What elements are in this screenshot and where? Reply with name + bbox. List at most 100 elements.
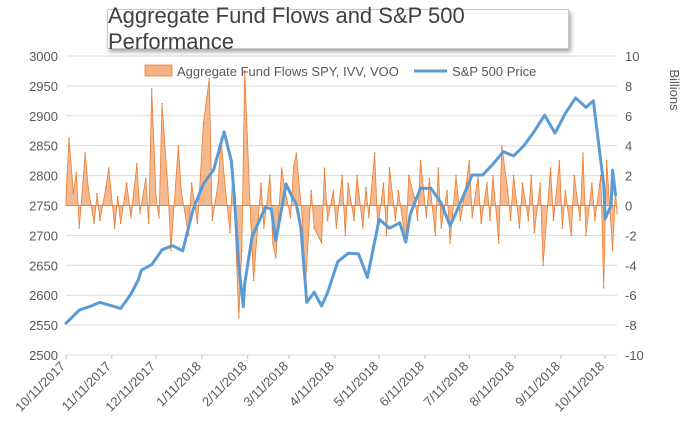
- sp500-point: [409, 213, 412, 216]
- sp500-point: [592, 99, 595, 103]
- sp500-point: [181, 249, 184, 253]
- flow-point: [217, 182, 219, 184]
- sp500-point: [140, 268, 143, 272]
- flow-point: [407, 174, 410, 177]
- flow-point: [527, 219, 530, 222]
- sp500-point: [604, 217, 607, 220]
- y-left-tick-label: 2800: [29, 169, 58, 184]
- flow-point: [512, 174, 515, 177]
- flow-point: [295, 152, 298, 154]
- flow-point: [582, 152, 584, 154]
- flow-point: [425, 216, 428, 219]
- flow-point: [480, 222, 482, 225]
- flow-point: [437, 167, 440, 169]
- sp500-point: [243, 282, 246, 285]
- flow-point: [170, 249, 172, 252]
- sp500-point: [237, 264, 240, 268]
- flow-point: [428, 177, 431, 180]
- flow-point: [341, 174, 344, 177]
- flow-point: [530, 174, 533, 177]
- flow-point: [96, 192, 98, 195]
- y-left-tick-label: 2900: [29, 109, 58, 124]
- flow-point: [382, 182, 385, 184]
- sp500-point: [326, 291, 329, 294]
- sp500-point: [336, 260, 339, 263]
- flow-point: [78, 227, 81, 229]
- chart-title: Aggregate Fund Flows and S&P 500 Perform…: [107, 3, 569, 54]
- flow-point: [605, 159, 608, 162]
- y-right-tick-label: -2: [625, 228, 637, 243]
- sp500-point: [502, 150, 505, 153]
- flow-point: [229, 231, 231, 234]
- flow-point: [260, 182, 262, 184]
- sp500-point: [512, 154, 515, 158]
- sp500-point: [202, 182, 205, 186]
- flow-point: [275, 257, 277, 259]
- sp500-point: [64, 322, 68, 325]
- sp500-point: [264, 206, 267, 209]
- sp500-point: [230, 160, 233, 163]
- flow-point: [147, 222, 150, 225]
- sp500-point: [109, 304, 112, 307]
- flow-point: [498, 242, 500, 244]
- y-right-tick-label: 2: [625, 169, 632, 184]
- sp500-point: [595, 123, 598, 127]
- flow-point: [180, 189, 182, 192]
- sp500-point: [574, 96, 577, 100]
- flow-point: [362, 227, 364, 229]
- y-right-tick-label: -10: [625, 348, 644, 363]
- sp500-point: [233, 197, 236, 200]
- sp500-point: [160, 248, 164, 251]
- sp500-point: [404, 240, 407, 244]
- flow-point: [385, 234, 388, 237]
- flow-point: [549, 167, 552, 169]
- axes: 2500 2550 2600 2650 2700 2750 2800 2850 2900 2950…: [12, 49, 680, 414]
- sp500-point: [614, 193, 617, 196]
- sp500-point: [533, 130, 536, 133]
- flow-point: [561, 227, 564, 229]
- flow-point: [158, 216, 160, 219]
- sp500-point: [419, 187, 422, 190]
- sp500-point: [357, 252, 360, 256]
- flow-point: [434, 234, 437, 237]
- sp500-point: [346, 252, 350, 255]
- flow-point: [190, 182, 193, 184]
- flow-point: [313, 227, 316, 229]
- flow-point: [602, 286, 605, 289]
- flow-point: [211, 219, 213, 222]
- x-tick-label: 1/11/2018: [153, 359, 204, 410]
- flow-point: [108, 167, 110, 169]
- y-right-tick-label: 4: [625, 139, 632, 154]
- x-tick-label: 6/11/2018: [376, 359, 427, 410]
- y-left-tick-label: 2550: [29, 318, 58, 333]
- flow-point: [150, 88, 153, 90]
- sp500-point: [242, 305, 245, 308]
- flow-point: [272, 242, 274, 244]
- flow-point: [116, 195, 119, 198]
- sp500-point: [150, 263, 153, 266]
- flow-point: [446, 189, 448, 192]
- flow-point: [397, 189, 400, 192]
- x-tick-label: 10/11/2017: [12, 359, 68, 415]
- fund-flows-area: [65, 70, 618, 319]
- y-right-axis-title: Billions: [667, 69, 680, 111]
- flow-point: [125, 182, 128, 184]
- sp500-line: [64, 96, 617, 325]
- flow-point: [177, 144, 180, 147]
- flow-point: [292, 167, 295, 169]
- sp500-point: [602, 183, 605, 186]
- flow-point: [558, 159, 561, 162]
- flow-point: [365, 186, 367, 189]
- flow-point: [75, 171, 78, 174]
- flow-point: [579, 219, 581, 222]
- flow-point: [249, 219, 252, 222]
- flow-point: [65, 197, 67, 199]
- legend-label-sp500: S&P 500 Price: [452, 64, 536, 79]
- sp500-point: [290, 195, 294, 198]
- sp500-point: [212, 168, 215, 171]
- sp500-point: [88, 305, 91, 308]
- flow-point: [289, 216, 292, 219]
- x-tick-label: 8/11/2018: [466, 359, 517, 410]
- flow-point: [468, 159, 471, 162]
